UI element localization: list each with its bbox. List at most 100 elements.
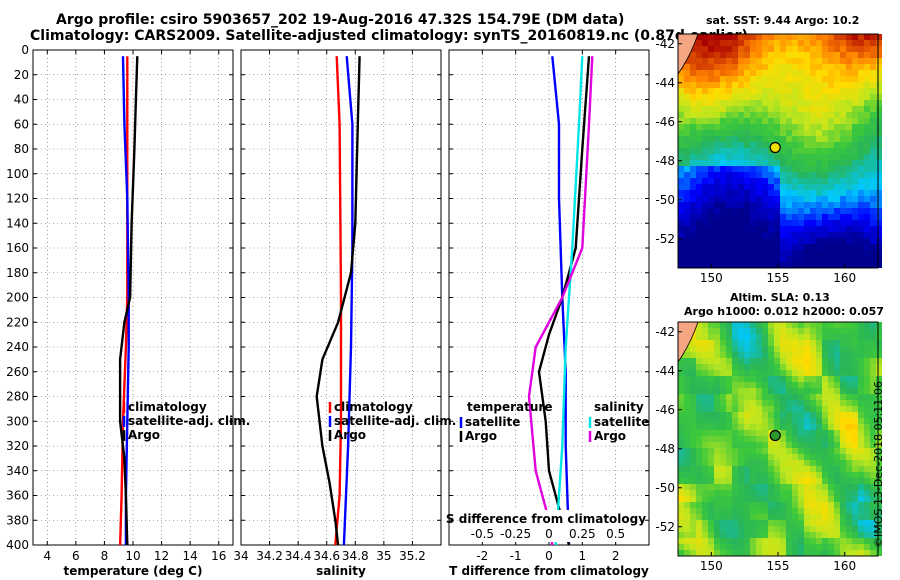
sla-map-cell xyxy=(852,340,858,346)
sst-map-cell xyxy=(744,40,750,46)
sst-map-cell xyxy=(828,172,834,178)
sst-map-cell xyxy=(822,136,828,142)
sst-map-cell xyxy=(690,214,696,220)
sst-map-cell xyxy=(816,64,822,70)
sla-map-cell xyxy=(858,454,864,460)
sla-map-cell xyxy=(732,424,738,430)
sst-map-cell xyxy=(816,256,822,262)
sla-map-cell xyxy=(702,400,708,406)
sst-map-cell xyxy=(738,70,744,76)
sla-map-cell xyxy=(822,382,828,388)
sst-map-cell xyxy=(816,46,822,52)
sla-map-cell xyxy=(852,502,858,508)
sst-map-cell xyxy=(720,208,726,214)
sla-map-cell xyxy=(708,358,714,364)
sla-map-cell xyxy=(858,496,864,502)
sst-map-cell xyxy=(756,202,762,208)
sst-map-cell xyxy=(762,208,768,214)
sla-map-cell xyxy=(780,484,786,490)
sla-map-cell xyxy=(774,520,780,526)
sla-map-cell xyxy=(846,430,852,436)
sla-map-cell xyxy=(852,544,858,550)
sst-map-cell xyxy=(834,148,840,154)
sla-map-cell xyxy=(744,430,750,436)
sla-map-cell xyxy=(678,412,684,418)
sst-map-cell xyxy=(810,34,816,40)
sla-map-cell xyxy=(810,496,816,502)
sla-map-cell xyxy=(876,382,882,388)
sla-map-cell xyxy=(870,424,876,430)
sla-map-cell xyxy=(708,520,714,526)
sst-map-cell xyxy=(840,64,846,70)
sla-map-cell xyxy=(834,520,840,526)
sla-map-cell xyxy=(720,424,726,430)
sla-map-cell xyxy=(726,526,732,532)
sla-map-cell xyxy=(846,322,852,328)
sst-map-cell xyxy=(762,262,768,268)
sla-map-cell xyxy=(876,442,882,448)
sla-map-cell xyxy=(786,496,792,502)
sst-map-cell xyxy=(828,52,834,58)
sst-map-cell xyxy=(876,154,882,160)
sst-map-cell xyxy=(708,250,714,256)
sst-map-cell xyxy=(798,82,804,88)
sla-map-cell xyxy=(690,370,696,376)
sst-map-cell xyxy=(696,166,702,172)
sla-map-cell xyxy=(846,448,852,454)
sst-map-cell xyxy=(780,46,786,52)
sst-map-cell xyxy=(876,118,882,124)
sla-map-cell xyxy=(804,550,810,556)
sla-map-cell xyxy=(828,352,834,358)
sst-map-cell xyxy=(786,46,792,52)
sst-map-cell xyxy=(774,124,780,130)
sla-map-cell xyxy=(756,400,762,406)
sst-map-cell xyxy=(864,76,870,82)
temperature-legend-label: Argo xyxy=(128,428,160,442)
sst-map-cell xyxy=(762,148,768,154)
sla-map-cell xyxy=(828,514,834,520)
sst-map-cell xyxy=(846,112,852,118)
sla-map-cell xyxy=(852,418,858,424)
sst-map-cell xyxy=(756,34,762,40)
sst-map-cell xyxy=(678,178,684,184)
sst-map-cell xyxy=(744,70,750,76)
sst-map-cell xyxy=(876,58,882,64)
sla-map-cell xyxy=(816,508,822,514)
sla-map-cell xyxy=(732,544,738,550)
sst-map-cell xyxy=(870,70,876,76)
sla-map-cell xyxy=(846,496,852,502)
sla-map-cell xyxy=(828,484,834,490)
sla-map-cell xyxy=(822,448,828,454)
sla-map-cell xyxy=(798,436,804,442)
sst-map-cell xyxy=(744,64,750,70)
sla-map-cell xyxy=(810,376,816,382)
sst-map-cell xyxy=(702,220,708,226)
sst-map-cell xyxy=(786,40,792,46)
sla-map-cell xyxy=(756,394,762,400)
sst-map-cell xyxy=(786,148,792,154)
sst-map-cell xyxy=(810,76,816,82)
sla-map-cell xyxy=(852,514,858,520)
sst-map-cell xyxy=(780,100,786,106)
sst-map-cell xyxy=(774,238,780,244)
difference-legend-label: satellite xyxy=(465,415,520,429)
sst-map-cell xyxy=(858,262,864,268)
sst-map-cell xyxy=(744,76,750,82)
sst-map-cell xyxy=(774,112,780,118)
sst-map-cell xyxy=(702,232,708,238)
sst-map-cell xyxy=(846,220,852,226)
sla-map-cell xyxy=(876,514,882,520)
difference-plot xyxy=(448,49,650,546)
sst-map-cell xyxy=(726,118,732,124)
sla-map-cell xyxy=(786,550,792,556)
sla-map-cell xyxy=(864,532,870,538)
sst-map-cell xyxy=(750,106,756,112)
sla-map-cell xyxy=(732,376,738,382)
sla-map-cell xyxy=(756,334,762,340)
sla-map-cell xyxy=(690,424,696,430)
sla-map-cell xyxy=(840,400,846,406)
sst-map-cell xyxy=(696,124,702,130)
sst-map-cell xyxy=(870,208,876,214)
sst-map-cell xyxy=(768,238,774,244)
sst-map-cell xyxy=(828,190,834,196)
